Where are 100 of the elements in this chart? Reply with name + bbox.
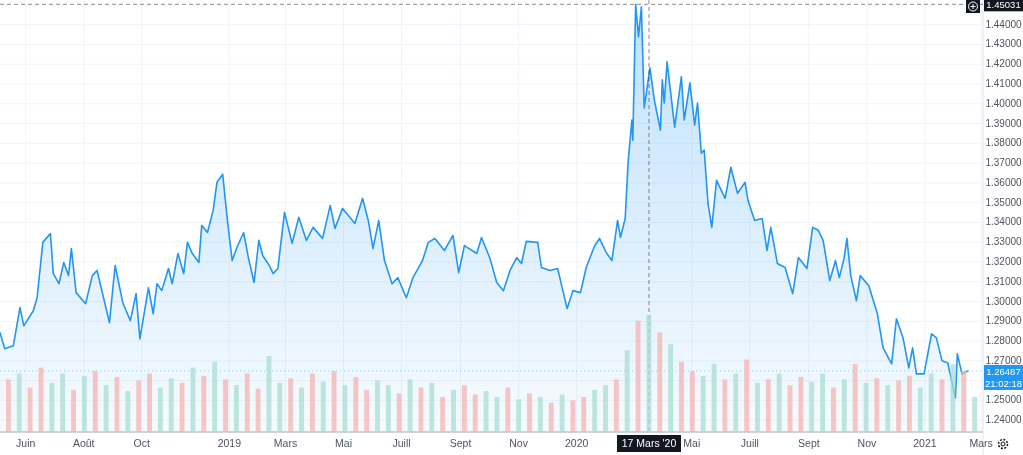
bar bbox=[451, 389, 456, 432]
y-tick-label: 1.40000 bbox=[985, 97, 1023, 109]
y-tick-label: 1.31000 bbox=[985, 275, 1023, 287]
bar bbox=[385, 385, 391, 432]
bar bbox=[885, 385, 891, 432]
bar bbox=[907, 375, 912, 432]
bar bbox=[179, 382, 185, 432]
y-tick-label: 1.32000 bbox=[985, 255, 1023, 267]
bar bbox=[320, 381, 326, 432]
bar bbox=[755, 382, 760, 432]
bar bbox=[288, 378, 294, 432]
bar bbox=[776, 373, 782, 432]
bar bbox=[331, 371, 337, 432]
y-tick-label: 1.38000 bbox=[985, 137, 1023, 149]
x-tick-label: Mai bbox=[683, 437, 701, 449]
bar bbox=[407, 379, 413, 432]
x-tick-label: Sept bbox=[449, 437, 472, 449]
y-tick-label: 1.28000 bbox=[985, 335, 1023, 347]
bar bbox=[71, 389, 76, 432]
x-tick-label: Nov bbox=[857, 437, 877, 449]
y-tick-label: 1.25000 bbox=[985, 394, 1023, 406]
bar bbox=[125, 391, 131, 432]
x-tick-label: Mars bbox=[969, 437, 993, 449]
bar bbox=[657, 332, 663, 432]
bar bbox=[299, 387, 304, 432]
bar bbox=[157, 387, 163, 432]
bar bbox=[440, 396, 446, 432]
bar bbox=[168, 378, 174, 432]
y-tick-label: 1.30000 bbox=[985, 295, 1023, 307]
x-tick-label: 2021 bbox=[913, 437, 937, 449]
y-tick-label: 1.44000 bbox=[985, 18, 1023, 30]
y-tick-label: 1.41000 bbox=[985, 78, 1023, 90]
bar bbox=[624, 350, 630, 432]
bar bbox=[581, 396, 587, 432]
bar bbox=[559, 394, 565, 432]
x-tick-label: Sept bbox=[798, 437, 820, 449]
bar bbox=[27, 387, 33, 432]
bar bbox=[223, 379, 228, 432]
bar bbox=[375, 380, 380, 432]
bar bbox=[841, 379, 847, 432]
bar bbox=[733, 373, 739, 432]
y-tick-label: 1.27000 bbox=[985, 354, 1023, 366]
y-tick-label: 1.24000 bbox=[985, 414, 1023, 426]
bar bbox=[396, 393, 402, 432]
x-tick-label: Juill bbox=[740, 437, 759, 449]
bar bbox=[147, 373, 152, 432]
bar bbox=[81, 375, 87, 432]
bar bbox=[309, 373, 315, 432]
bar bbox=[928, 373, 934, 432]
bar bbox=[809, 381, 815, 432]
bar bbox=[472, 394, 478, 432]
bar bbox=[537, 396, 543, 432]
bar bbox=[60, 373, 66, 432]
bar bbox=[896, 380, 902, 432]
bar bbox=[765, 379, 771, 432]
bar bbox=[49, 382, 55, 432]
bar bbox=[244, 373, 250, 432]
bar bbox=[950, 364, 956, 432]
y-tick-label: 1.39000 bbox=[985, 117, 1023, 129]
bar bbox=[136, 380, 142, 432]
bar bbox=[646, 315, 652, 432]
bar bbox=[103, 385, 109, 432]
x-tick-label: 2019 bbox=[217, 437, 242, 449]
bar bbox=[516, 399, 522, 432]
text: 21:02:18 bbox=[985, 377, 1022, 389]
bar bbox=[353, 377, 359, 432]
bar bbox=[16, 373, 22, 432]
x-tick-label: Août bbox=[72, 437, 95, 449]
bar bbox=[700, 375, 706, 432]
y-tick-label: 1.42000 bbox=[985, 58, 1023, 70]
bar bbox=[722, 379, 728, 432]
bar bbox=[679, 361, 684, 432]
bar bbox=[798, 377, 804, 432]
bar bbox=[603, 385, 608, 432]
bar bbox=[592, 389, 598, 432]
x-tick-label: Mai bbox=[335, 437, 352, 449]
x-tick-label: Mars bbox=[273, 437, 298, 449]
y-tick-label: 1.35000 bbox=[985, 196, 1023, 208]
bar bbox=[483, 391, 489, 432]
y-tick-label: 1.34000 bbox=[985, 216, 1023, 228]
y-tick-label: 1.37000 bbox=[985, 157, 1023, 169]
bar bbox=[201, 375, 207, 432]
bar bbox=[831, 387, 836, 432]
x-tick-label: 2020 bbox=[564, 437, 589, 449]
bar bbox=[961, 371, 967, 432]
bar bbox=[874, 378, 880, 432]
x-tick-label: Juill bbox=[392, 437, 411, 449]
ref-line-label: 1.26487 bbox=[986, 365, 1021, 377]
bar bbox=[92, 371, 98, 432]
bar bbox=[212, 361, 218, 432]
bar bbox=[505, 387, 511, 432]
y-tick-label: 1.33000 bbox=[985, 236, 1023, 248]
y-tick-label: 1.29000 bbox=[985, 315, 1023, 327]
bar bbox=[255, 388, 261, 432]
bar bbox=[613, 379, 619, 432]
y-tick-label: 1.43000 bbox=[985, 38, 1023, 50]
bar bbox=[570, 400, 576, 432]
bar bbox=[972, 396, 978, 432]
bar bbox=[277, 382, 283, 432]
bar bbox=[429, 382, 435, 432]
